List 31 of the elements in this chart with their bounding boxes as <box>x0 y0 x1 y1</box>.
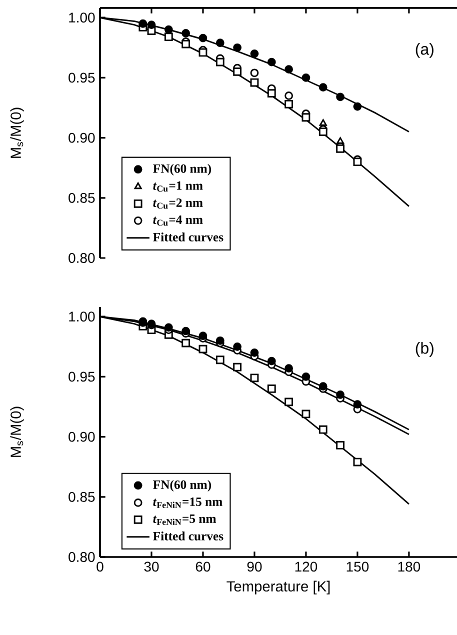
x-axis-title: Temperature [K] <box>226 580 330 594</box>
x-tick-label: 30 <box>144 562 159 572</box>
legend-label: Fitted curves <box>153 232 224 242</box>
y-tick-label: 0.95 <box>68 72 95 83</box>
y-tick-label: 0.85 <box>68 492 95 502</box>
x-tick-label: 120 <box>295 562 318 572</box>
legend-label: t$_{Cu}$=4 nm <box>153 215 203 226</box>
legend-label: Fitted curves <box>153 532 224 540</box>
y-tick-label: 0.90 <box>68 432 95 442</box>
y-tick-label: 0.95 <box>68 372 95 382</box>
x-tick-label: 90 <box>247 562 262 572</box>
y-axis-title: M$_{s}$/M(0) <box>10 108 24 158</box>
legend-label: FN(60 nm) <box>153 480 212 492</box>
legend-label: t$_{Cu}$=1 nm <box>153 181 203 192</box>
y-tick-label: 0.90 <box>68 132 95 143</box>
y-tick-label: 0.80 <box>68 253 95 263</box>
y-tick-label: 1.00 <box>69 12 95 23</box>
annotation: (b) <box>416 342 434 357</box>
y-tick-label: 0.85 <box>68 192 95 203</box>
legend-label: FN(60 nm) <box>153 164 212 176</box>
y-axis-title: M$_{s}$/M(0) <box>10 406 24 457</box>
y-tick-label: 1.00 <box>69 312 95 322</box>
legend-label: t$_{FeNiN}$=5 nm <box>153 514 216 525</box>
x-tick-label: 0 <box>96 562 104 572</box>
x-tick-label: 150 <box>346 562 369 572</box>
x-tick-label: 60 <box>196 562 210 572</box>
y-tick-label: 0.80 <box>68 552 95 562</box>
legend-label: t$_{Cu}$=2 nm <box>153 198 203 209</box>
annotation: (a) <box>416 43 434 58</box>
legend-label: t$_{FeNiN}$=15 nm <box>153 498 222 508</box>
x-tick-label: 180 <box>398 562 420 572</box>
